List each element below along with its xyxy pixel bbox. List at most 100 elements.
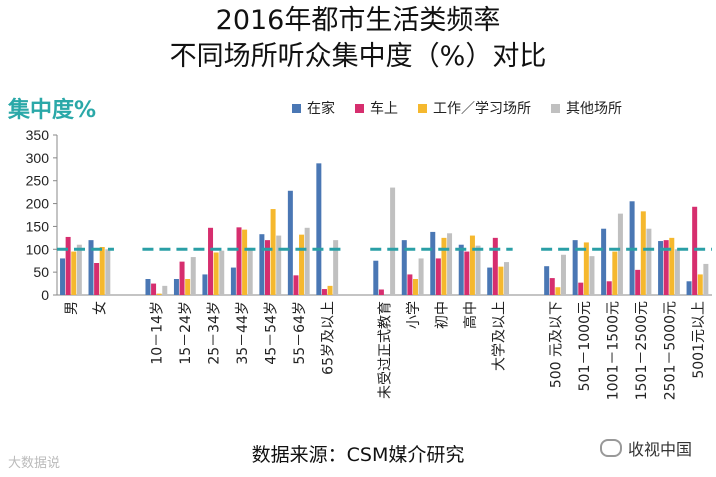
x-tick-label-16: 1001－1500元 [605,301,621,400]
bar-1-11 [435,258,441,295]
bar-0-14 [544,266,550,295]
wechat-icon [600,439,622,457]
bar-1-12 [464,251,470,295]
bar-2-17 [640,211,646,295]
bar-2-3 [185,279,191,295]
legend-item-other: 其他场所 [551,98,622,118]
bar-2-2 [156,293,162,295]
bar-3-13 [504,262,510,295]
y-tick-label-0: 0 [41,287,49,303]
bar-1-10 [407,274,413,295]
bar-2-4 [213,252,219,295]
legend: 在家 车上 工作／学习场所 其他场所 [292,98,622,118]
bar-0-11 [430,231,436,295]
bar-1-16 [606,281,612,295]
bar-1-19 [692,206,698,295]
bar-0-13 [487,267,493,295]
bar-2-12 [469,235,475,295]
y-tick-label-7: 350 [26,127,50,143]
bar-3-11 [447,233,453,295]
bar-0-6 [259,234,265,295]
x-tick-label-6: 45－54岁 [264,301,280,365]
x-tick-label-7: 55－64岁 [292,301,308,365]
x-tick-label-17: 1501－2500元 [634,301,650,400]
bar-2-18 [669,237,675,295]
bar-3-0 [76,244,82,295]
bar-1-8 [321,289,327,295]
bar-1-6 [264,240,270,295]
x-tick-label-3: 15－24岁 [178,301,194,365]
bar-0-0 [60,258,66,295]
legend-swatch-other [551,103,560,113]
bar-2-14 [555,287,561,295]
bar-3-1 [105,249,111,295]
bar-1-3 [179,261,185,295]
chart-subtitle: 不同场所听众集中度（%）对比 [169,41,547,72]
source-note: 数据来源：CSM媒介研究 [251,444,465,466]
x-tick-label-8: 65岁及以上 [321,301,337,375]
y-tick-label-5: 250 [26,173,50,189]
bar-1-14 [549,278,555,295]
bar-3-5 [247,247,253,295]
x-tick-label-1: 女 [92,301,109,315]
bar-3-18 [674,249,680,295]
bar-1-13 [492,237,498,295]
x-tick-label-10: 小学 [406,301,422,329]
bar-0-4 [202,274,208,295]
x-tick-label-13: 大学及以上 [491,301,507,371]
bar-0-3 [173,279,179,295]
bar-3-3 [190,257,196,295]
x-tick-label-19: 5001元以上 [691,301,707,379]
x-tick-label-14: 500 元及以下 [548,301,564,388]
bar-0-5 [230,267,236,295]
watermark-left: 大数据说 [8,456,61,471]
bar-0-2 [145,279,151,295]
x-tick-label-4: 25－34岁 [207,301,223,365]
chart-title: 2016年都市生活类频率 [215,5,501,36]
x-tick-label-18: 2501－5000元 [662,301,678,400]
bar-2-8 [327,285,333,295]
bar-3-4 [219,250,225,295]
bar-0-10 [401,240,407,295]
legend-swatch-car [355,103,364,113]
y-tick-label-2: 100 [26,241,50,257]
bar-2-15 [583,242,589,295]
x-tick-label-5: 35－44岁 [235,301,251,365]
bar-3-6 [276,235,282,295]
legend-label-other: 其他场所 [566,101,622,117]
bar-2-0 [71,251,77,295]
bar-2-13 [498,266,504,295]
y-tick-label-3: 150 [26,218,50,234]
bar-3-10 [418,258,424,295]
watermark-right: 收视中国 [600,436,692,460]
y-tick-label-6: 300 [26,150,50,166]
bar-0-7 [287,190,293,295]
bar-3-8 [333,240,339,295]
x-tick-label-12: 高中 [462,301,479,329]
legend-item-car: 车上 [355,98,398,118]
bar-0-19 [686,281,692,295]
bar-3-2 [162,285,168,295]
bar-1-15 [578,282,584,295]
bar-3-19 [703,263,709,295]
bar-0-16 [601,228,607,295]
legend-label-home: 在家 [307,101,335,117]
y-tick-label-1: 50 [33,264,49,280]
y-tick-label-4: 200 [26,196,50,212]
x-tick-label-2: 10－14岁 [150,301,166,365]
x-tick-label-0: 男 [64,301,80,315]
bar-3-7 [304,227,310,295]
legend-item-work: 工作／学习场所 [418,98,531,118]
bar-0-1 [88,240,94,295]
bar-3-14 [560,254,566,295]
y-axis-label: 集中度% [8,98,97,123]
bar-0-18 [658,241,664,295]
legend-swatch-home [292,103,301,113]
legend-swatch-work [418,103,427,113]
bar-2-16 [612,251,618,295]
x-tick-label-11: 初中 [433,301,450,329]
bar-0-9 [373,260,379,295]
bar-1-0 [65,236,71,295]
bar-1-18 [663,240,669,295]
